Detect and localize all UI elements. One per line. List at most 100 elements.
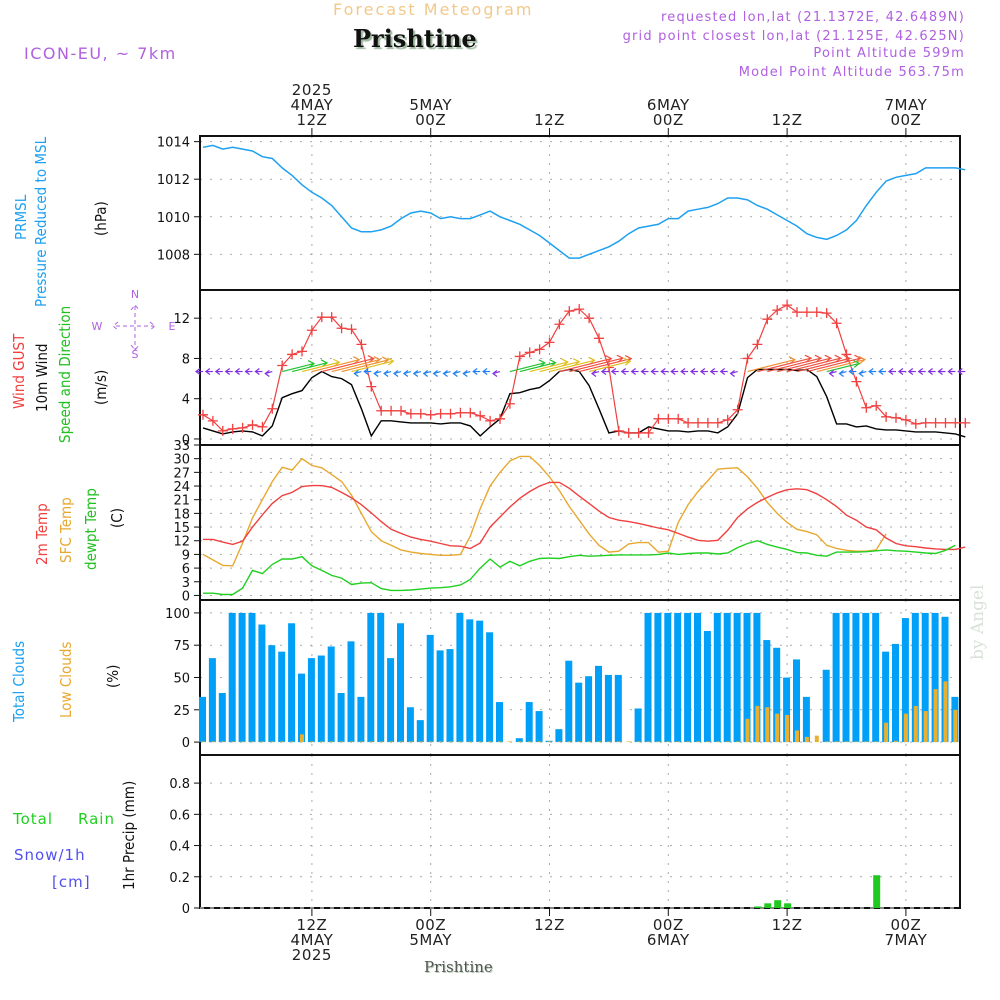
total-cloud-bar bbox=[486, 632, 494, 743]
total-cloud-bar bbox=[921, 612, 929, 743]
wind-arrow-head bbox=[572, 358, 581, 367]
wind-arrow-head bbox=[605, 355, 613, 364]
wind-arrow-head bbox=[492, 370, 498, 378]
time-label-top: 6MAY bbox=[647, 96, 690, 114]
wind-arrow-head bbox=[620, 368, 627, 376]
low-cloud-bar bbox=[418, 741, 423, 743]
total-cloud-bar bbox=[278, 651, 286, 743]
wind-arrow-head bbox=[352, 356, 361, 365]
total-cloud-bar bbox=[882, 651, 890, 743]
sfc-temp-line bbox=[202, 455, 887, 567]
wind-arrow bbox=[559, 357, 612, 373]
time-label-bottom: 12Z bbox=[296, 916, 327, 934]
low-cloud-bar bbox=[913, 705, 918, 743]
y-tick-label: 27 bbox=[173, 466, 190, 481]
total-cloud-bar bbox=[634, 708, 642, 743]
gust-marker bbox=[762, 314, 773, 325]
total-cloud-bar bbox=[674, 612, 682, 743]
wind-arrow bbox=[321, 357, 374, 373]
low-cloud-bar bbox=[557, 741, 562, 743]
wind-arrow-head bbox=[214, 368, 221, 376]
wind-gust-line bbox=[202, 304, 966, 434]
low-cloud-bar bbox=[765, 707, 770, 743]
y-tick-label: 33 bbox=[173, 439, 190, 454]
total-cloud-bar bbox=[347, 641, 355, 743]
total-cloud-bar bbox=[258, 624, 266, 743]
time-label-top: 7MAY bbox=[885, 96, 928, 114]
low-cloud-bar bbox=[201, 741, 205, 743]
wind-arrow-head bbox=[320, 359, 329, 368]
low-cloud-bar bbox=[943, 681, 948, 743]
total-cloud-bar bbox=[406, 707, 414, 743]
total-cloud-bar bbox=[496, 702, 503, 743]
y-tick-label: 4 bbox=[182, 393, 190, 408]
gust-marker bbox=[861, 402, 872, 413]
total-cloud-bar bbox=[446, 649, 454, 743]
wind-arrow-head bbox=[472, 368, 478, 376]
low-cloud-bar bbox=[775, 713, 780, 743]
gust-marker bbox=[257, 421, 268, 432]
total-cloud-bar bbox=[357, 696, 365, 743]
wind-arrow-head bbox=[616, 354, 624, 363]
low-cloud-bar bbox=[755, 705, 760, 743]
total-cloud-bar bbox=[713, 612, 721, 743]
total-cloud-bar bbox=[703, 631, 711, 743]
wind-arrow-head bbox=[888, 368, 894, 376]
low-cloud-bar bbox=[636, 741, 641, 743]
total-cloud-bar bbox=[248, 612, 256, 743]
gust-marker bbox=[534, 344, 545, 355]
rain-bar bbox=[774, 900, 782, 908]
low-cloud-bar bbox=[220, 741, 225, 743]
gust-marker bbox=[693, 417, 703, 428]
low-cloud-bar bbox=[270, 741, 275, 743]
total-cloud-bar bbox=[604, 674, 612, 743]
low-cloud-bar bbox=[290, 741, 295, 743]
gust-marker bbox=[316, 312, 327, 323]
wind-arrow-head bbox=[699, 368, 706, 376]
wind-arrow-head bbox=[853, 359, 861, 368]
low-cloud-bar bbox=[428, 741, 433, 743]
total-cloud-bar bbox=[565, 660, 573, 743]
wind-arrow bbox=[341, 359, 389, 373]
compass-e: E bbox=[169, 320, 176, 333]
y-tick-label: 0.4 bbox=[169, 840, 190, 855]
gust-marker bbox=[485, 415, 496, 426]
y-tick-label: 0 bbox=[182, 902, 190, 917]
legend-total: Total bbox=[13, 810, 54, 828]
gust-marker bbox=[198, 409, 208, 420]
rain-bar bbox=[764, 903, 772, 908]
wind-arrow bbox=[796, 357, 850, 373]
wind-arrow-head bbox=[363, 368, 369, 376]
low-cloud-bar bbox=[903, 713, 908, 743]
low-cloud-bar bbox=[547, 741, 552, 743]
wind-arrow-head bbox=[482, 368, 488, 376]
total-cloud-bar bbox=[436, 650, 444, 743]
wind-arrow-head bbox=[307, 360, 316, 369]
wind-arrow bbox=[509, 362, 545, 373]
gust-marker bbox=[297, 346, 307, 357]
total-cloud-bar bbox=[377, 612, 385, 743]
low-cloud-bar bbox=[498, 741, 502, 743]
wind-arrow-head bbox=[588, 356, 596, 365]
total-cloud-bar bbox=[773, 647, 781, 743]
low-cloud-bar bbox=[448, 741, 453, 743]
wind-arrow bbox=[757, 357, 812, 373]
gust-marker bbox=[326, 312, 337, 323]
panel-frame bbox=[199, 754, 961, 909]
wind-arrow-head bbox=[195, 368, 201, 376]
total-cloud-bar bbox=[575, 682, 583, 743]
y-tick-label: 0 bbox=[182, 433, 190, 448]
wind-arrow-head bbox=[432, 370, 438, 378]
wind-arrow-head bbox=[538, 359, 546, 368]
wind-arrow-head bbox=[897, 368, 904, 376]
total-cloud-bar bbox=[268, 645, 276, 743]
gust-marker bbox=[623, 427, 634, 438]
gust-marker bbox=[524, 347, 535, 358]
total-cloud-bar bbox=[515, 738, 523, 743]
legend-rain: Rain bbox=[78, 810, 115, 828]
gust-marker bbox=[425, 409, 436, 420]
gust-marker bbox=[237, 422, 248, 433]
gust-marker bbox=[346, 324, 357, 335]
gust-marker bbox=[405, 408, 416, 419]
total-cloud-bar bbox=[733, 612, 741, 743]
